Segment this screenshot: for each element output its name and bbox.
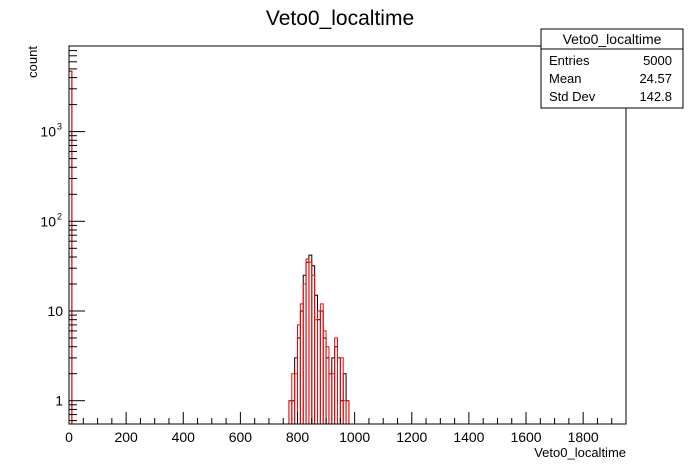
y-tick-label: 10 — [47, 303, 63, 319]
x-tick-label: 0 — [65, 429, 73, 445]
stats-entries-label: Entries — [549, 53, 590, 68]
x-tick-label: 1600 — [510, 429, 541, 445]
x-tick-label: 1800 — [568, 429, 599, 445]
x-tick-label: 1200 — [396, 429, 427, 445]
y-tick-exponent: 2 — [57, 211, 62, 221]
stats-entries-value: 5000 — [643, 53, 672, 68]
x-tick-label: 1400 — [453, 429, 484, 445]
x-tick-label: 800 — [286, 429, 310, 445]
stats-stddev-value: 142.8 — [639, 89, 672, 104]
stats-box-title: Veto0_localtime — [563, 31, 662, 47]
y-tick-label: 10 — [40, 124, 56, 140]
x-axis: 0 200 400 600 800 1000 1200 1400 1600 1800 — [65, 412, 627, 445]
x-tick-label: 400 — [172, 429, 196, 445]
y-tick-label: 10 — [40, 213, 56, 229]
x-tick-label: 600 — [229, 429, 253, 445]
y-tick-label: 1 — [55, 393, 63, 409]
y-tick-exponent: 3 — [57, 122, 62, 132]
stats-box-frame — [540, 28, 684, 109]
stats-mean-value: 24.57 — [639, 71, 672, 86]
chart-title: Veto0_localtime — [266, 7, 414, 30]
x-tick-label: 1000 — [339, 429, 370, 445]
y-axis-label: count — [25, 46, 40, 78]
x-axis-label: Veto0_localtime — [534, 445, 626, 460]
x-tick-label: 200 — [114, 429, 138, 445]
stats-box: Veto0_localtime Entries 5000 Mean 24.57 … — [540, 28, 684, 109]
stats-mean-label: Mean — [549, 71, 582, 86]
stats-stddev-label: Std Dev — [549, 89, 596, 104]
